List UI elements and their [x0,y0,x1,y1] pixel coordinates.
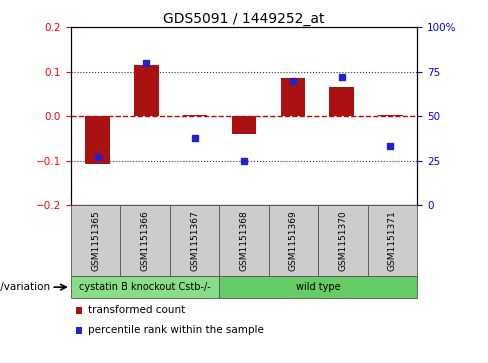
Bar [329,87,354,116]
Bar [134,65,159,116]
Bar [85,116,110,164]
Bar [281,78,305,116]
Text: percentile rank within the sample: percentile rank within the sample [88,325,264,335]
Text: GSM1151368: GSM1151368 [240,210,248,271]
Text: GSM1151371: GSM1151371 [388,210,397,271]
Text: transformed count: transformed count [88,305,185,315]
Bar [183,115,207,116]
Text: GSM1151366: GSM1151366 [141,210,149,271]
Text: wild type: wild type [296,282,341,292]
Text: GSM1151370: GSM1151370 [339,210,347,271]
Text: cystatin B knockout Cstb-/-: cystatin B knockout Cstb-/- [79,282,211,292]
Bar [378,115,403,116]
Text: genotype/variation: genotype/variation [0,282,50,292]
Title: GDS5091 / 1449252_at: GDS5091 / 1449252_at [163,12,325,26]
Bar [232,116,256,134]
Text: GSM1151367: GSM1151367 [190,210,199,271]
Text: GSM1151365: GSM1151365 [91,210,100,271]
Text: GSM1151369: GSM1151369 [289,210,298,271]
